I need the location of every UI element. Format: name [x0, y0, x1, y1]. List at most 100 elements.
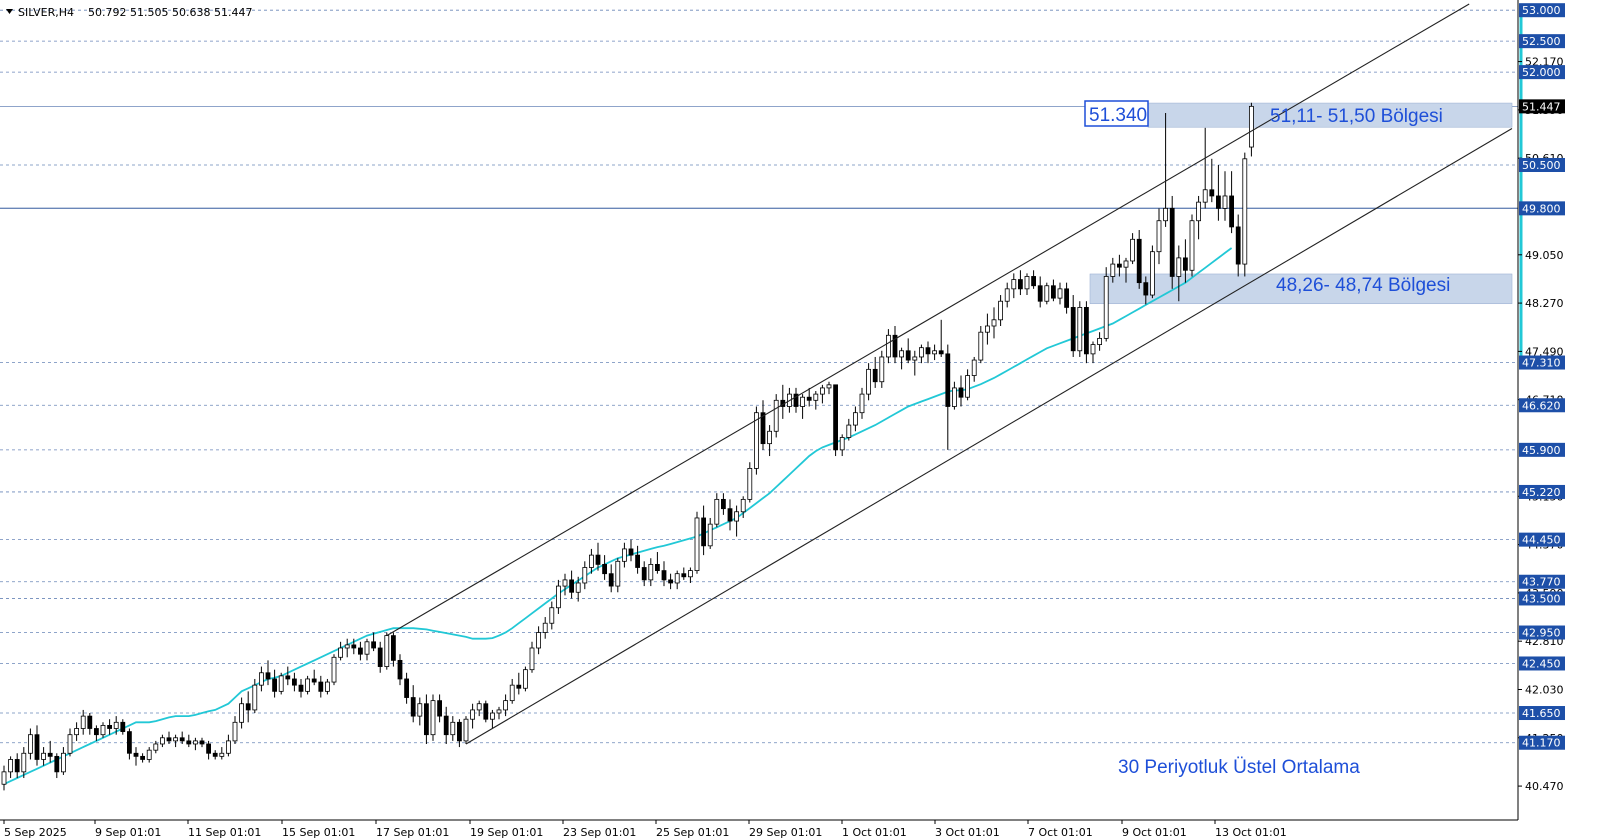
candle-body: [688, 570, 693, 578]
candle: [351, 638, 357, 655]
candle: [615, 558, 621, 593]
candle-body: [489, 712, 495, 720]
candle-body: [153, 743, 159, 751]
candle: [1242, 152, 1248, 277]
level-badge-label: 42.950: [1522, 627, 1561, 640]
candle-body: [1024, 276, 1030, 290]
candle: [1103, 267, 1109, 342]
candle-body: [562, 579, 568, 587]
candle: [107, 719, 112, 735]
candle-body: [27, 734, 33, 754]
candle-body: [1123, 260, 1129, 268]
candle-body: [767, 430, 772, 445]
level-badge: [1519, 201, 1565, 216]
candle: [74, 722, 79, 741]
candle: [364, 638, 370, 661]
candle-body: [793, 393, 799, 407]
candle-body: [437, 700, 443, 717]
candle: [206, 740, 212, 760]
candle: [21, 747, 27, 779]
candle-body: [608, 573, 614, 587]
candle: [265, 660, 271, 686]
candle-body: [430, 700, 436, 736]
candle-body: [991, 319, 997, 327]
candle: [67, 728, 73, 757]
candle-body: [1169, 207, 1175, 277]
candle: [146, 747, 152, 763]
candle-body: [410, 697, 416, 717]
lower-zone-rect: [1089, 273, 1513, 305]
candle-body: [833, 384, 838, 451]
level-badge-label: 50.500: [1522, 159, 1561, 172]
candle-body: [628, 548, 634, 556]
candle-body: [985, 325, 990, 333]
level-badge-label: 44.450: [1522, 534, 1561, 547]
candle: [239, 697, 245, 729]
candle-body: [166, 737, 172, 742]
x-tick-label: 9 Oct 01:01: [1122, 826, 1187, 839]
channel: [386, 3, 1513, 745]
candle-body: [806, 396, 812, 401]
labels: 52.17051.39050.61049.05048.27047.49046.7…: [1518, 3, 1565, 793]
candle: [839, 434, 845, 457]
candle: [1229, 171, 1234, 234]
candle-body: [21, 752, 27, 773]
ohlc-readout: 50.792 51.505 50.638 51.447: [88, 6, 252, 19]
candle-body: [14, 759, 20, 773]
candle-body: [232, 721, 238, 742]
x-tick-label: 1 Oct 01:01: [842, 826, 907, 839]
candle: [1018, 270, 1023, 296]
candle-body: [80, 715, 86, 729]
candle-body: [635, 554, 640, 568]
candle: [1090, 341, 1096, 364]
candle-body: [127, 731, 132, 754]
candle: [820, 384, 825, 404]
candle-body: [1064, 288, 1069, 308]
candle: [595, 542, 601, 571]
candle: [754, 406, 759, 475]
dropdown-triangle-icon[interactable]: [6, 9, 13, 14]
candle-body: [351, 644, 357, 649]
level-badge: [1519, 355, 1565, 370]
candle: [423, 694, 429, 744]
candle-body: [681, 573, 687, 578]
candle-body: [417, 703, 423, 717]
candle: [87, 713, 93, 735]
candle: [127, 728, 132, 760]
level-badge-label: 41.170: [1522, 737, 1561, 750]
candle: [1202, 127, 1208, 209]
level-badge-label: 49.800: [1522, 202, 1561, 215]
candle: [1057, 282, 1063, 305]
candle-body: [483, 703, 489, 720]
time-axis: 5 Sep 2025 9 Sep 01:01 11 Sep 01:01 15 Sep …: [3, 820, 1287, 839]
candle-body: [1044, 285, 1050, 302]
candle-body: [377, 647, 383, 667]
level-badge: [1519, 591, 1565, 606]
candle-body: [1090, 344, 1096, 355]
current-price-label: 51.447: [1522, 100, 1561, 113]
candle: [965, 369, 970, 401]
candle-body: [146, 749, 152, 760]
candle-body: [998, 300, 1003, 321]
x-tick-label: 29 Sep 01:01: [749, 826, 822, 839]
candle: [872, 356, 878, 388]
candle: [496, 706, 502, 720]
candle-body: [773, 399, 779, 432]
candle: [410, 685, 416, 723]
candle-body: [186, 740, 192, 745]
level-badge: [1519, 532, 1565, 547]
x-tick-label: 15 Sep 01:01: [282, 826, 355, 839]
candle: [536, 626, 541, 655]
candle-body: [536, 632, 541, 649]
candle: [998, 295, 1003, 326]
candle: [879, 350, 885, 388]
candle: [529, 641, 535, 673]
candle: [978, 326, 984, 364]
candle: [608, 564, 614, 593]
candle: [291, 672, 297, 692]
candle: [1084, 301, 1089, 364]
candle-body: [192, 740, 198, 745]
candle-body: [384, 635, 390, 667]
